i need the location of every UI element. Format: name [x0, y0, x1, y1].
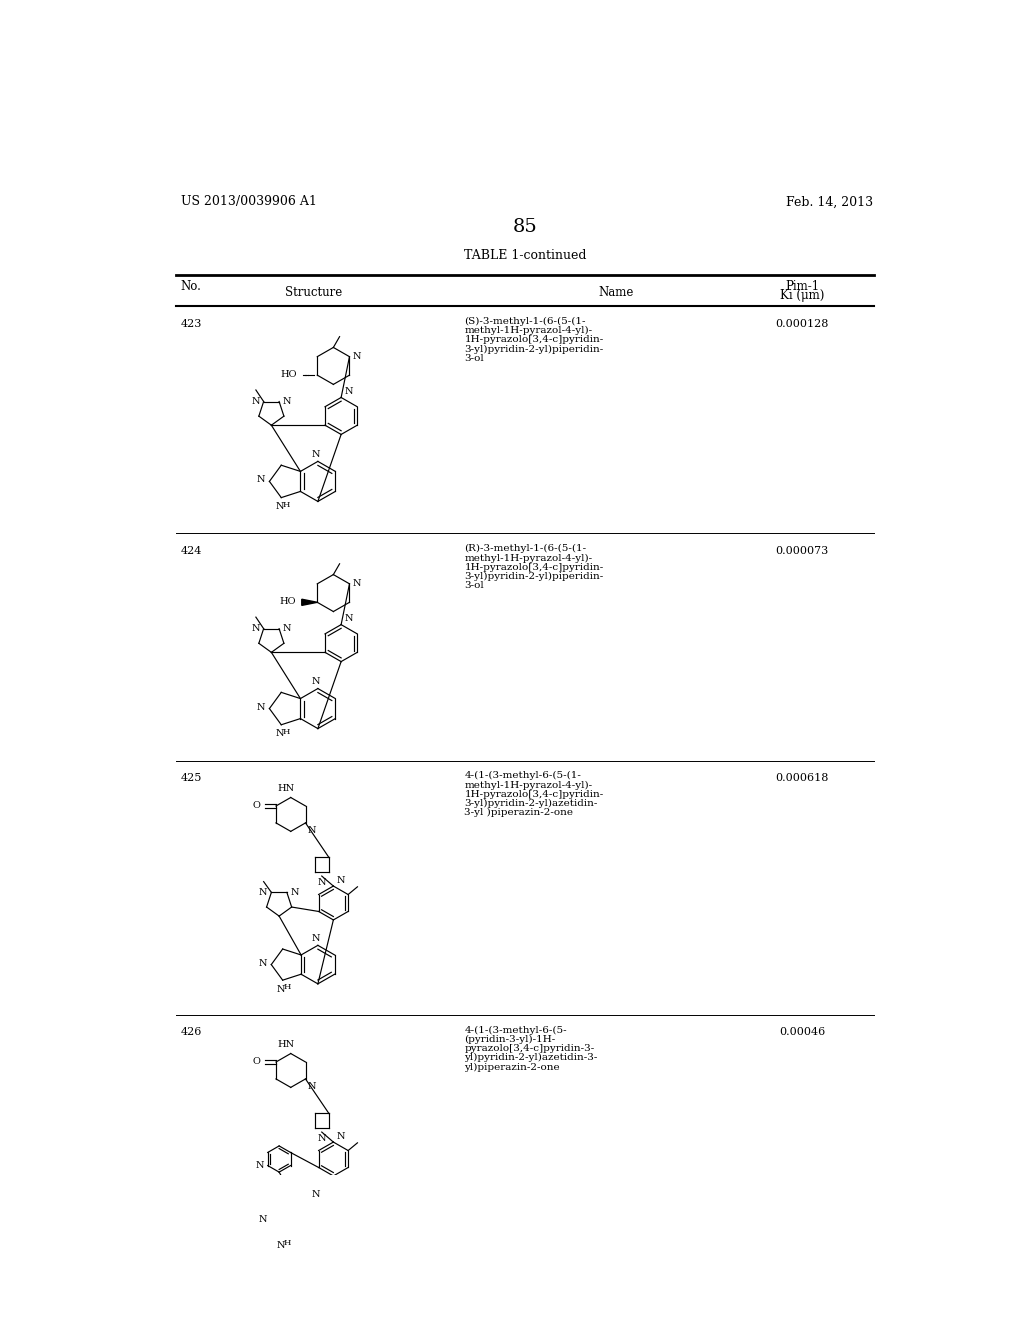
Text: N: N [257, 475, 265, 484]
Text: (pyridin-3-yl)-1H-: (pyridin-3-yl)-1H- [464, 1035, 556, 1044]
Text: No.: No. [180, 280, 202, 293]
Text: 425: 425 [180, 774, 202, 783]
Text: Structure: Structure [286, 286, 343, 300]
Text: H: H [284, 1239, 291, 1247]
Text: N: N [352, 579, 361, 589]
Text: N: N [259, 1214, 267, 1224]
Text: N: N [345, 614, 353, 623]
Text: 424: 424 [180, 545, 202, 556]
Text: HN: HN [278, 1040, 295, 1049]
Text: 3-yl )piperazin-2-one: 3-yl )piperazin-2-one [464, 808, 573, 817]
Text: 1H-pyrazolo[3,4-c]pyridin-: 1H-pyrazolo[3,4-c]pyridin- [464, 562, 603, 572]
Text: O: O [253, 1057, 260, 1067]
Text: N: N [283, 397, 292, 407]
Text: 4-(1-(3-methyl-6-(5-: 4-(1-(3-methyl-6-(5- [464, 1026, 567, 1035]
Text: N: N [276, 985, 286, 994]
Text: N: N [255, 1162, 264, 1170]
Text: 4-(1-(3-methyl-6-(5-(1-: 4-(1-(3-methyl-6-(5-(1- [464, 771, 582, 780]
Text: H: H [283, 500, 290, 508]
Text: N: N [317, 1134, 326, 1143]
Text: Pim-1: Pim-1 [785, 280, 819, 293]
Text: methyl-1H-pyrazol-4-yl)-: methyl-1H-pyrazol-4-yl)- [464, 326, 593, 335]
Text: 3-yl)pyridin-2-yl)azetidin-: 3-yl)pyridin-2-yl)azetidin- [464, 799, 598, 808]
Text: HO: HO [280, 597, 296, 606]
Text: 85: 85 [512, 218, 538, 236]
Text: O: O [253, 801, 260, 810]
Text: 3-ol: 3-ol [464, 581, 484, 590]
Text: (R)-3-methyl-1-(6-(5-(1-: (R)-3-methyl-1-(6-(5-(1- [464, 544, 587, 553]
Text: 0.00046: 0.00046 [779, 1027, 825, 1038]
Text: 0.000128: 0.000128 [775, 318, 829, 329]
Text: methyl-1H-pyrazol-4-yl)-: methyl-1H-pyrazol-4-yl)- [464, 780, 593, 789]
Text: N: N [275, 502, 284, 511]
Text: Name: Name [599, 286, 634, 300]
Text: N: N [275, 730, 284, 738]
Text: 3-yl)pyridin-2-yl)piperidin-: 3-yl)pyridin-2-yl)piperidin- [464, 572, 603, 581]
Text: 3-ol: 3-ol [464, 354, 484, 363]
Text: TABLE 1-continued: TABLE 1-continued [464, 249, 586, 263]
Text: pyrazolo[3,4-c]pyridin-3-: pyrazolo[3,4-c]pyridin-3- [464, 1044, 595, 1053]
Text: N: N [317, 878, 326, 887]
Text: N: N [311, 677, 319, 686]
Text: Ki (μm): Ki (μm) [780, 289, 824, 302]
Text: N: N [352, 352, 361, 362]
Text: yl)pyridin-2-yl)azetidin-3-: yl)pyridin-2-yl)azetidin-3- [464, 1053, 598, 1063]
Text: HO: HO [281, 370, 297, 379]
Text: 426: 426 [180, 1027, 202, 1038]
Text: Feb. 14, 2013: Feb. 14, 2013 [786, 195, 873, 209]
Text: 0.000618: 0.000618 [775, 774, 829, 783]
Text: N: N [276, 1241, 286, 1250]
Text: 0.000073: 0.000073 [775, 545, 828, 556]
Text: N: N [308, 826, 316, 836]
Text: US 2013/0039906 A1: US 2013/0039906 A1 [180, 195, 316, 209]
Text: 1H-pyrazolo[3,4-c]pyridin-: 1H-pyrazolo[3,4-c]pyridin- [464, 789, 603, 799]
Text: 3-yl)pyridin-2-yl)piperidin-: 3-yl)pyridin-2-yl)piperidin- [464, 345, 603, 354]
Text: methyl-1H-pyrazol-4-yl)-: methyl-1H-pyrazol-4-yl)- [464, 553, 593, 562]
Text: H: H [283, 727, 290, 735]
Text: 1H-pyrazolo[3,4-c]pyridin-: 1H-pyrazolo[3,4-c]pyridin- [464, 335, 603, 345]
Text: N: N [259, 888, 267, 896]
Text: N: N [257, 702, 265, 711]
Text: (S)-3-methyl-1-(6-(5-(1-: (S)-3-methyl-1-(6-(5-(1- [464, 317, 586, 326]
Text: N: N [291, 888, 299, 896]
Text: N: N [337, 875, 345, 884]
Text: N: N [283, 624, 292, 634]
Text: H: H [284, 983, 291, 991]
Text: N: N [259, 958, 267, 968]
Text: N: N [311, 450, 319, 459]
Text: N: N [251, 397, 260, 407]
Text: N: N [251, 624, 260, 634]
Text: N: N [337, 1131, 345, 1140]
Text: N: N [311, 1191, 319, 1199]
Text: N: N [308, 1082, 316, 1092]
Text: N: N [311, 935, 319, 942]
Text: N: N [345, 387, 353, 396]
Text: yl)piperazin-2-one: yl)piperazin-2-one [464, 1063, 560, 1072]
Text: 423: 423 [180, 318, 202, 329]
Polygon shape [302, 599, 317, 606]
Text: HN: HN [278, 784, 295, 793]
